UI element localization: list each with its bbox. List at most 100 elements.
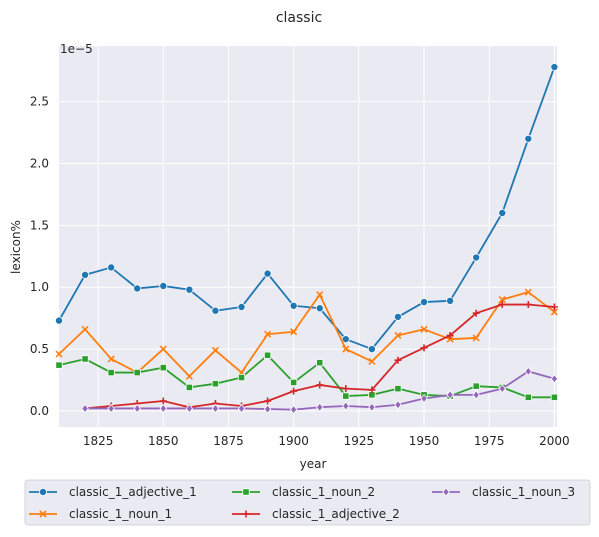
data-point (316, 359, 324, 367)
data-point (133, 284, 142, 293)
series-line (58, 66, 556, 350)
data-point (524, 393, 532, 401)
data-point (316, 291, 324, 299)
data-point (420, 393, 428, 404)
data-point (107, 263, 116, 272)
data-point (211, 346, 220, 354)
data-point (394, 331, 402, 340)
legend-marker (39, 510, 47, 518)
legend: classic_1_adjective_1 classic_1_noun_1 cla… (24, 479, 591, 526)
y-axis-label: lexicon% (9, 220, 23, 274)
data-point (342, 345, 350, 353)
data-point (133, 403, 141, 414)
data-point (446, 296, 455, 305)
series-classic_1_noun_1 (55, 288, 558, 380)
series-classic_1_noun_3 (81, 366, 559, 415)
legend-marker (242, 488, 250, 496)
legend-label: classic_1_noun_1 (69, 507, 172, 521)
data-point (263, 269, 272, 278)
data-point (159, 345, 167, 353)
data-point (342, 385, 350, 393)
x-tick-label: 1875 (213, 434, 244, 448)
x-tick-label: 1825 (83, 434, 114, 448)
data-point (81, 403, 89, 414)
data-point (498, 208, 507, 217)
data-point (81, 270, 90, 279)
data-point (368, 357, 376, 366)
data-point (472, 382, 480, 390)
legend-item: classic_1_adjective_1 (29, 485, 197, 499)
legend-label: classic_1_adjective_1 (69, 485, 197, 499)
series-group (55, 63, 559, 415)
chart-title: classic (276, 10, 322, 26)
data-point (472, 334, 480, 342)
data-point (107, 355, 115, 363)
y-tick-label: 1.5 (30, 218, 49, 232)
data-point (107, 403, 115, 414)
data-point (55, 316, 64, 325)
data-point (211, 306, 220, 315)
x-tick-label: 2000 (539, 434, 570, 448)
series-line (58, 354, 555, 399)
data-point (446, 331, 454, 339)
data-point (263, 404, 272, 414)
data-point (159, 397, 167, 405)
y-tick-label: 2.0 (30, 157, 49, 171)
data-point (211, 403, 220, 414)
data-point (367, 345, 376, 354)
data-point (498, 384, 506, 394)
x-axis-ticks: 1825 1850 1875 1900 1925 1950 1975 2000 (83, 434, 570, 448)
grid-lines (59, 46, 557, 427)
data-point (524, 366, 533, 376)
data-point (316, 402, 324, 412)
legend-marker (242, 510, 250, 518)
x-tick-label: 1975 (474, 434, 505, 448)
data-point (81, 355, 89, 363)
data-point (341, 335, 350, 344)
data-point (498, 296, 506, 304)
data-point (237, 373, 246, 382)
legend-item: classic_1_adjective_2 (232, 507, 400, 521)
legend-marker (442, 487, 450, 497)
x-tick-label: 1850 (148, 434, 179, 448)
data-point (185, 403, 194, 414)
data-point (368, 386, 376, 394)
data-point (342, 401, 350, 411)
data-point (394, 385, 402, 393)
legend-marker (39, 487, 48, 496)
data-point (342, 392, 350, 400)
data-point (472, 309, 480, 317)
legend-item: classic_1_noun_2 (232, 485, 375, 499)
data-point (550, 308, 558, 316)
data-point (550, 303, 558, 311)
data-point (290, 378, 298, 387)
series-line (58, 291, 555, 378)
y-tick-label: 0.0 (30, 404, 49, 418)
data-point (133, 368, 141, 377)
data-point (211, 380, 220, 388)
y-tick-label: 2.5 (30, 95, 49, 109)
legend-label: classic_1_noun_3 (472, 485, 575, 499)
data-point (524, 134, 533, 143)
legend-item: classic_1_noun_3 (432, 485, 575, 499)
data-point (264, 330, 272, 338)
data-point (498, 301, 506, 309)
data-point (368, 402, 376, 412)
data-point (289, 301, 298, 310)
x-tick-label: 1925 (344, 434, 375, 448)
y-tick-label: 0.5 (30, 342, 49, 356)
data-point (107, 368, 115, 377)
y-tick-label: 1.0 (30, 280, 49, 294)
data-point (159, 364, 167, 372)
data-point (185, 285, 194, 294)
data-point (394, 400, 402, 410)
data-point (315, 304, 324, 313)
data-point (472, 390, 480, 400)
data-point (81, 325, 89, 333)
data-point (420, 298, 429, 307)
data-point (185, 372, 193, 380)
data-point (290, 328, 298, 336)
data-point (159, 403, 168, 414)
data-point (159, 281, 168, 290)
